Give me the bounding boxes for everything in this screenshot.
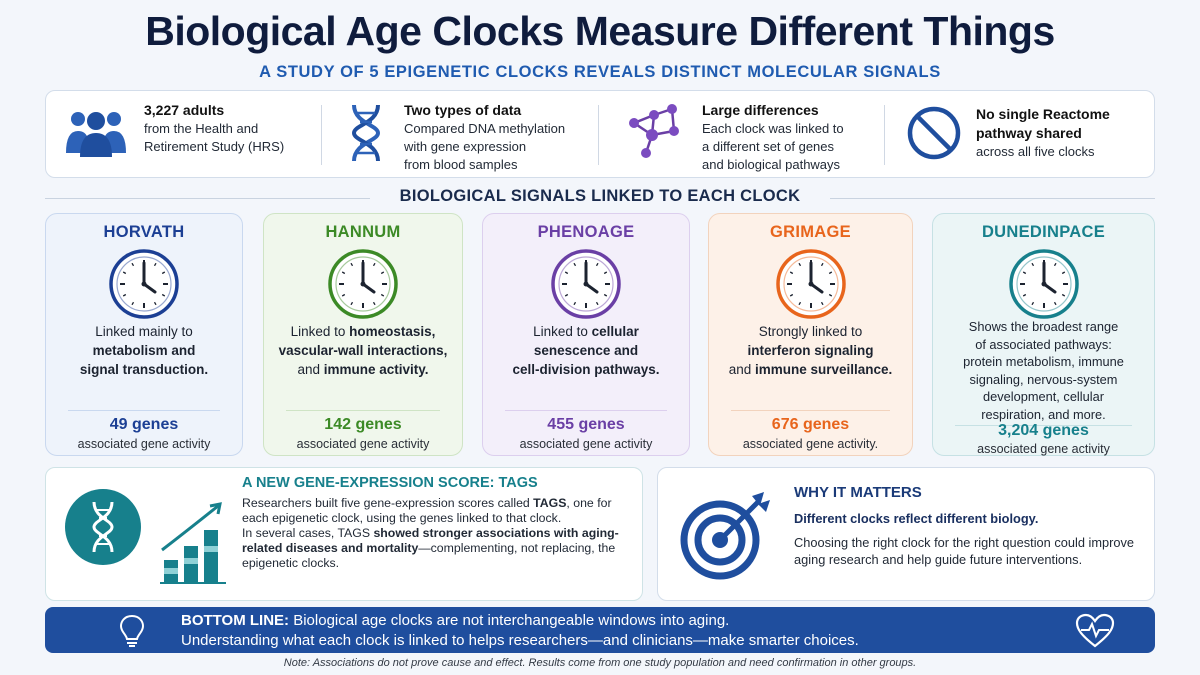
clock-name: HANNUM: [325, 223, 401, 241]
clock-card-grimage: GRIMAGE Strongly linked to interferon sign…: [708, 213, 913, 456]
clock-description: Linked to homeostasis, vascular-wall inte…: [278, 324, 448, 377]
section-heading: BIOLOGICAL SIGNALS LINKED TO EACH CLOCK: [399, 187, 801, 205]
gene-count: 3,204 genes: [998, 422, 1089, 439]
fact-participants: 3,227 adults from the Health and Retirem…: [64, 91, 334, 179]
clock-name: HORVATH: [103, 223, 185, 241]
clock-name: PHENOAGE: [537, 223, 635, 241]
clock-card-dunedinpace: DUNEDINPACE Shows the broadest range of as…: [932, 213, 1155, 456]
prohibited-icon: [907, 106, 961, 160]
dna-circle-icon: [65, 489, 141, 565]
clock-icon: [775, 249, 846, 319]
clock-name: GRIMAGE: [770, 223, 851, 241]
gene-count-label: associated gene activity: [77, 437, 211, 451]
clock-card-phenoage: PHENOAGE Linked to cellular senescence and…: [482, 213, 690, 456]
dna-helix-icon: [351, 104, 381, 162]
tags-body: Researchers built five gene-expression s…: [242, 496, 619, 570]
clock-description: Strongly linked to interferon signaling an…: [728, 324, 893, 377]
fact-differences: Large differences Each clock was linked …: [624, 91, 894, 179]
why-it-matters-panel: WHY IT MATTERS Different clocks reflect …: [657, 467, 1155, 601]
gene-count: 142 genes: [324, 416, 402, 433]
heart-pulse-icon: [1075, 613, 1115, 648]
page-title: Biological Age Clocks Measure Different …: [145, 8, 1055, 54]
gene-count-label: associated gene activity: [519, 437, 653, 451]
why-lead: Different clocks reflect different biolo…: [794, 511, 1039, 526]
gene-count-label: associated gene activity.: [742, 437, 879, 451]
bottom-line-text-2: Understanding what each clock is linked …: [181, 632, 859, 649]
page-subtitle: A STUDY OF 5 EPIGENETIC CLOCKS REVEALS D…: [259, 63, 941, 81]
target-arrow-icon: [680, 492, 770, 580]
fact-no-shared-pathway: No single Reactome pathway shared across…: [906, 91, 1146, 179]
clock-icon: [551, 249, 621, 319]
why-heading: WHY IT MATTERS: [794, 484, 922, 501]
people-group-icon: [66, 112, 126, 157]
footnote: Note: Associations do not prove cause an…: [283, 657, 917, 669]
gene-count: 455 genes: [547, 416, 625, 433]
section-rule-left: [45, 198, 370, 199]
section-rule-right: [830, 198, 1155, 199]
clock-description: Linked mainly to metabolism and signal tra…: [79, 324, 209, 377]
clock-card-hannum: HANNUM Linked to homeostasis, vascular-wal…: [263, 213, 463, 456]
gene-count-label: associated gene activity: [977, 442, 1110, 456]
clock-icon: [109, 249, 179, 319]
clock-card-horvath: HORVATH Linked mainly to metabolism and sig…: [45, 213, 243, 456]
bottom-line-banner: BOTTOM LINE: Biological age clocks are n…: [45, 607, 1155, 653]
network-nodes-icon: [629, 104, 679, 158]
clock-description: Shows the broadest range of associated pa…: [963, 319, 1124, 422]
clock-description: Linked to cellular senescence and cell-div…: [512, 324, 660, 377]
clock-name: DUNEDINPACE: [981, 223, 1106, 241]
gene-count-label: associated gene activity: [296, 437, 430, 451]
gene-count: 676 genes: [771, 416, 850, 433]
tags-panel: A NEW GENE-EXPRESSION SCORE: TAGS Resear…: [45, 467, 643, 601]
clock-icon: [328, 249, 398, 319]
why-body: Choosing the right clock for the right q…: [794, 535, 1135, 567]
tags-heading: A NEW GENE-EXPRESSION SCORE: TAGS: [242, 475, 538, 491]
fact-data-types: Two types of data Compared DNA methylati…: [346, 91, 616, 179]
clock-icon: [1008, 249, 1079, 319]
bottom-line-text-1: BOTTOM LINE: Biological age clocks are n…: [181, 612, 730, 629]
lightbulb-icon: [119, 614, 145, 647]
study-facts-panel: 3,227 adults from the Health and Retirem…: [45, 90, 1155, 178]
gene-count: 49 genes: [109, 416, 179, 433]
rising-bar-chart-icon: [160, 502, 226, 584]
